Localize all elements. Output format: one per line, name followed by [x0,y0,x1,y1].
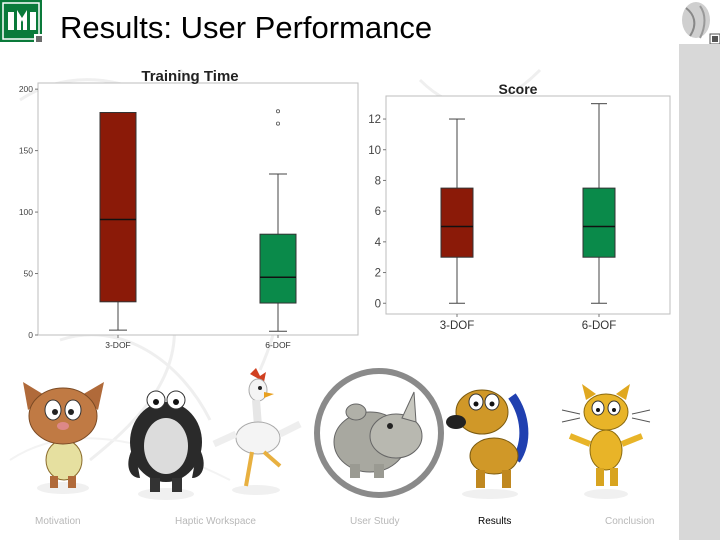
score-chart: Score 0 2 4 6 8 10 12 3-DOF 6-DOF [360,78,672,340]
score-chart-svg: Score 0 2 4 6 8 10 12 3-DOF 6-DOF [368,81,671,332]
penguin-character [128,390,204,500]
chart-title: Score [499,81,538,97]
plot-panel [385,95,671,315]
box-6-dof [582,187,616,258]
box-3-dof [99,112,137,303]
y-tick-label: 4 [375,237,382,249]
y-tick-label: 50 [24,269,34,279]
x-tick-label: 3-DOF [105,340,131,350]
slide-title: Results: User Performance [60,10,433,45]
outlier-point [275,121,280,126]
y-tick-label: 10 [368,145,381,157]
training-time-chart: Training Time 0 50 100 150 200 3-DOF 6-DOF [8,64,364,354]
chicken-character [212,368,302,495]
box-6-dof [259,233,297,304]
training-time-chart-svg: Training Time 0 50 100 150 200 3-DOF 6-DOF [19,68,359,350]
footer-navigation: Motivation Haptic Workspace User Study R… [0,505,680,537]
y-tick-label: 12 [368,114,381,126]
nav-item-user-study[interactable]: User Study [350,516,400,527]
outlier-point [275,109,280,114]
y-tick-label: 8 [375,175,381,187]
nav-item-conclusion[interactable]: Conclusion [605,516,655,527]
character-row [0,360,680,510]
university-logo [0,0,44,44]
x-tick-label: 6-DOF [265,340,291,350]
cat-character [23,382,104,494]
x-tick-label: 6-DOF [582,320,617,332]
dog-character [446,389,529,499]
y-tick-label: 0 [28,330,33,340]
y-tick-label: 100 [19,207,33,217]
y-tick-label: 0 [375,298,381,310]
right-side-bar [679,0,720,540]
yellow-cat-character [561,384,651,499]
chart-title: Training Time [141,68,238,85]
nav-item-haptic-workspace[interactable]: Haptic Workspace [175,516,256,527]
institute-logo [676,0,720,44]
y-tick-label: 2 [375,268,381,280]
plot-panel [37,82,359,336]
rhino-character [314,368,444,498]
y-tick-label: 150 [19,146,33,156]
y-tick-label: 6 [375,206,381,218]
y-tick-label: 200 [19,84,33,94]
nav-item-motivation[interactable]: Motivation [35,516,81,527]
x-tick-label: 3-DOF [440,320,475,332]
box-3-dof [440,187,474,258]
nav-item-results[interactable]: Results [478,516,512,527]
